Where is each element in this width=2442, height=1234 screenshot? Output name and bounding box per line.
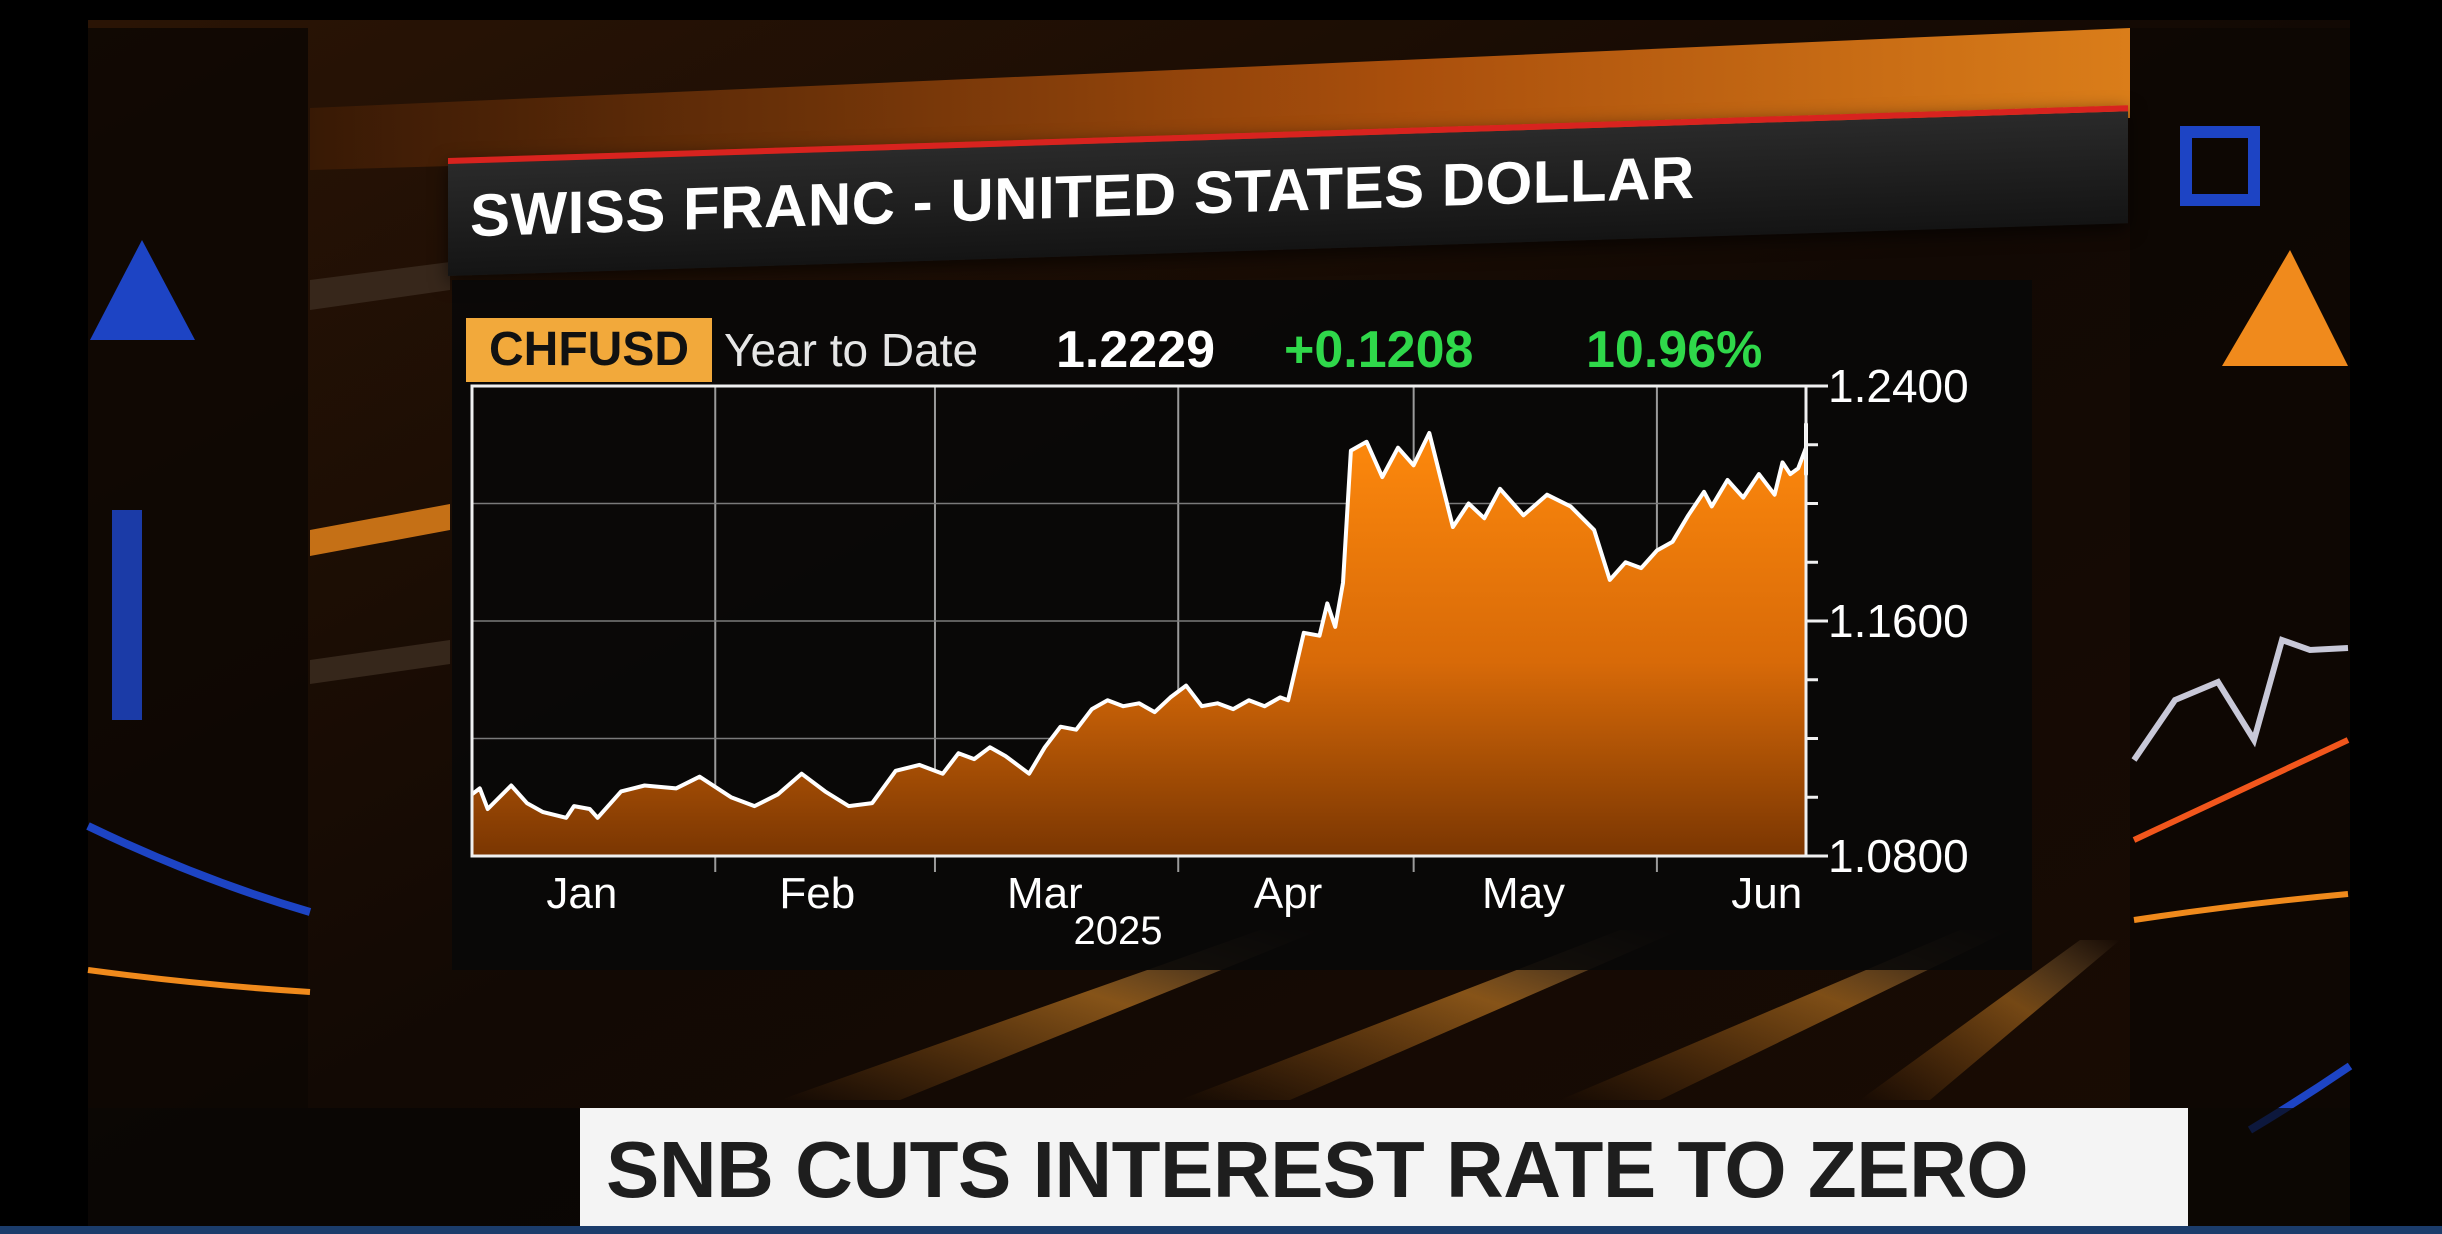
percent-change: 10.96% <box>1586 321 1763 379</box>
lower-third-banner: SNB CUTS INTEREST RATE TO ZERO <box>580 1108 2188 1234</box>
x-tick-label: May <box>1482 869 1565 918</box>
last-price: 1.2229 <box>1056 321 1216 379</box>
y-axis: 1.2400 1.1600 1.0800 <box>1806 360 1969 882</box>
floor-light-beam <box>1560 930 2010 1100</box>
left-blue-arc <box>86 822 312 916</box>
left-orange-stripe <box>310 504 450 556</box>
x-tick-label: Jan <box>546 869 617 918</box>
blue-up-triangle-icon <box>90 240 195 340</box>
left-panel-stripe <box>310 262 450 310</box>
blue-square-icon <box>2180 126 2260 206</box>
y-tick-label: 1.1600 <box>1828 595 1969 647</box>
period-label: Year to Date <box>724 324 979 376</box>
right-red-arc <box>2132 737 2350 843</box>
y-tick-label: 1.0800 <box>1828 830 1969 882</box>
floor-light-beam <box>1180 930 1680 1100</box>
price-line <box>470 422 1808 820</box>
orange-up-triangle-icon <box>2222 250 2348 366</box>
x-tick-label: Jun <box>1731 869 1802 918</box>
right-mini-line <box>2131 636 2349 762</box>
x-axis: Jan Feb Mar Apr May Jun <box>546 869 1802 918</box>
ticker-badge: CHFUSD <box>466 318 712 382</box>
blue-candlestick <box>112 510 142 720</box>
x-axis-title: 2025 <box>1074 909 1163 953</box>
top-light-streak <box>310 28 2130 170</box>
x-tick-label: Apr <box>1254 869 1322 918</box>
left-panel-stripe-2 <box>310 640 450 684</box>
price-change: +0.1208 <box>1284 321 1474 379</box>
headline-text: SNB CUTS INTEREST RATE TO ZERO <box>606 1125 2029 1214</box>
price-area <box>472 424 1806 856</box>
bottom-strip <box>0 1226 2442 1234</box>
right-screen <box>2130 28 2350 1108</box>
floor-light-beam <box>1860 940 2120 1100</box>
left-orange-arc <box>87 967 311 995</box>
floor-light-beam <box>780 930 1320 1100</box>
x-tick-label: Mar <box>1007 869 1083 918</box>
y-tick-label: 1.2400 <box>1828 360 1969 412</box>
right-orange-arc <box>2133 891 2349 923</box>
x-tick-label: Feb <box>779 869 855 918</box>
